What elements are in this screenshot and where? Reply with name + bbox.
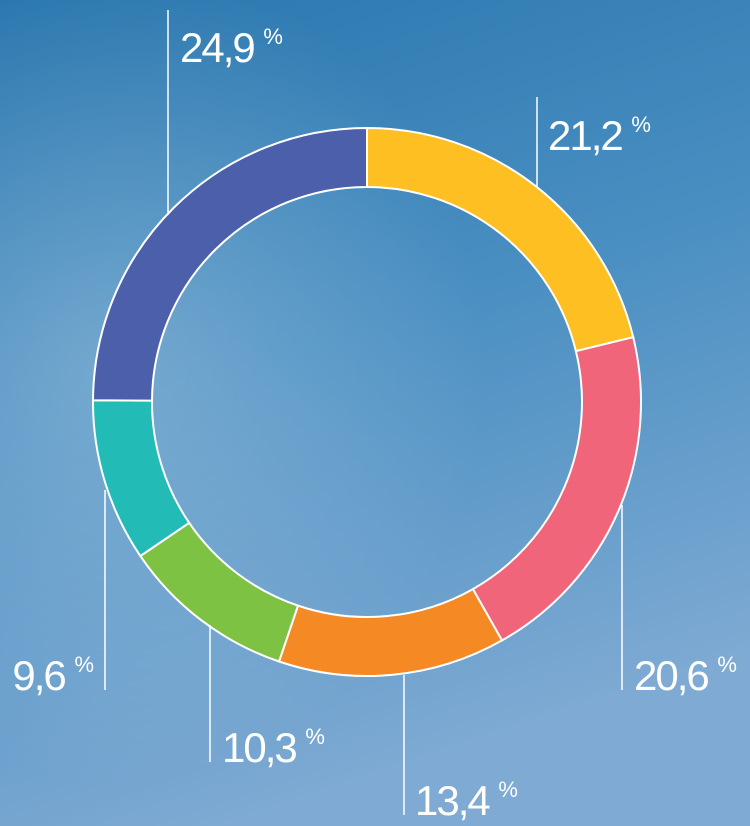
chart: 21,2 %20,6 %13,4 %10,3 %9,6 %24,9 %	[0, 0, 750, 826]
